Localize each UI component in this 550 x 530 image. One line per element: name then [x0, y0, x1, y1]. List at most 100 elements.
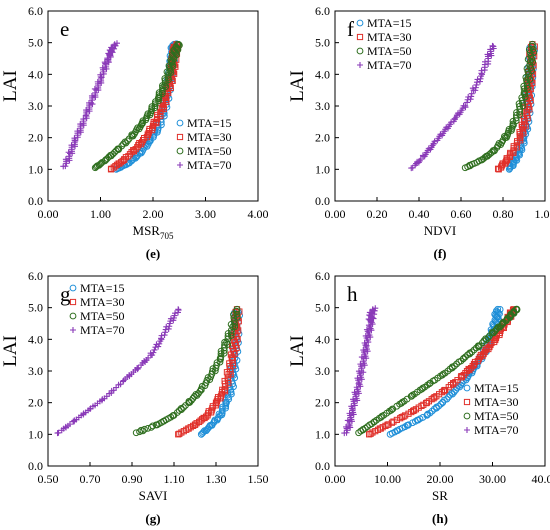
data-point [169, 77, 176, 84]
data-point [487, 46, 494, 53]
data-point [474, 76, 481, 83]
y-tick-label: 3.0 [28, 364, 43, 378]
data-point [198, 382, 206, 390]
data-point [343, 423, 350, 430]
data-point [393, 416, 400, 424]
data-point [407, 392, 415, 400]
data-point [369, 306, 376, 313]
data-point [156, 340, 163, 347]
data-point [227, 329, 235, 337]
panel-letter: g [60, 282, 71, 306]
legend-marker [463, 398, 471, 406]
data-point [361, 340, 368, 347]
data-point [101, 59, 108, 66]
data-point [229, 355, 236, 362]
data-point [490, 43, 497, 50]
y-tick-label: 2.0 [315, 131, 330, 145]
data-point [509, 123, 516, 130]
y-tick-label: 2.0 [28, 396, 43, 410]
data-point [440, 388, 447, 395]
y-tick-label: 2.0 [315, 396, 330, 410]
panel-f: 0.0 1.0 2.0 3.0 4.0 5.0 6.0 0.00 0.20 0.40 0.60 0.8… [287, 4, 550, 261]
y-tick-label: 0.0 [28, 194, 43, 208]
data-point [149, 422, 157, 430]
data-point [408, 165, 415, 172]
y-tick-label: 0.0 [28, 459, 43, 473]
data-point [141, 357, 148, 364]
data-point [419, 384, 427, 392]
data-point [91, 85, 98, 92]
legend-marker [69, 284, 77, 292]
y-tick-label: 1.0 [315, 427, 330, 441]
data-point [98, 74, 105, 81]
data-point [54, 430, 61, 437]
series-mta-50 [91, 40, 183, 172]
legend-entry: MTA=50 [367, 44, 411, 58]
data-point [429, 377, 437, 385]
data-point [378, 412, 386, 420]
data-point [465, 94, 472, 101]
legend-entry: MTA=70 [474, 423, 518, 437]
data-point [94, 78, 101, 85]
data-point [174, 40, 182, 48]
y-tick-label: 5.0 [28, 301, 43, 315]
legend-entry: MTA=15 [474, 381, 518, 395]
y-tick-label: 2.0 [28, 131, 43, 145]
data-point [204, 374, 212, 381]
panel-e: 0.0 1.0 2.0 3.0 4.0 5.0 6.0 0.00 1.00 2.00 3.00 4.0… [0, 4, 269, 261]
data-point [153, 341, 160, 348]
data-point [460, 102, 467, 109]
data-point [363, 326, 370, 333]
data-point [60, 163, 67, 170]
x-axis-label: SR [432, 488, 448, 503]
y-tick-label: 3.0 [315, 99, 330, 113]
data-point [108, 387, 115, 394]
data-point [468, 93, 475, 100]
series-mta-30 [366, 306, 517, 438]
legend-marker [356, 19, 364, 27]
data-point [83, 107, 90, 114]
y-tick-label: 5.0 [315, 301, 330, 315]
x-tick-label: 0.00 [325, 207, 346, 221]
data-point [346, 410, 353, 417]
data-point [162, 326, 169, 333]
panel-letter: e [60, 17, 69, 41]
data-point [423, 399, 430, 406]
data-point [233, 305, 241, 313]
panel-letter: f [347, 17, 354, 41]
data-point [126, 372, 133, 379]
data-point [472, 84, 479, 91]
data-point [134, 364, 141, 371]
x-axis-label-subscript: 705 [160, 231, 174, 241]
data-point [496, 306, 504, 313]
data-point [402, 412, 409, 419]
data-point [159, 84, 166, 92]
panel-caption: (h) [432, 511, 448, 526]
legend-marker [463, 412, 471, 420]
data-point [489, 42, 496, 49]
data-point [482, 58, 488, 65]
data-point [99, 64, 106, 71]
legend-entry: MTA=15 [187, 116, 231, 130]
data-point [173, 45, 181, 53]
series-mta-70 [54, 306, 182, 437]
data-point [66, 421, 73, 428]
legend-marker [356, 47, 364, 55]
data-point [71, 135, 78, 142]
data-point [437, 131, 444, 138]
data-point [71, 417, 78, 424]
data-point [65, 149, 72, 156]
x-axis-label: NDVI [424, 223, 457, 238]
data-point [87, 406, 93, 412]
data-point [473, 79, 480, 86]
legend-entry: MTA=70 [367, 58, 411, 72]
data-point [216, 411, 224, 419]
data-point [68, 142, 75, 149]
y-tick-label: 6.0 [315, 4, 330, 18]
series-mta-50 [355, 305, 521, 437]
x-axis-label-main: MSR [133, 223, 161, 238]
data-point [469, 85, 476, 92]
data-point [494, 305, 502, 313]
data-point [439, 370, 447, 378]
